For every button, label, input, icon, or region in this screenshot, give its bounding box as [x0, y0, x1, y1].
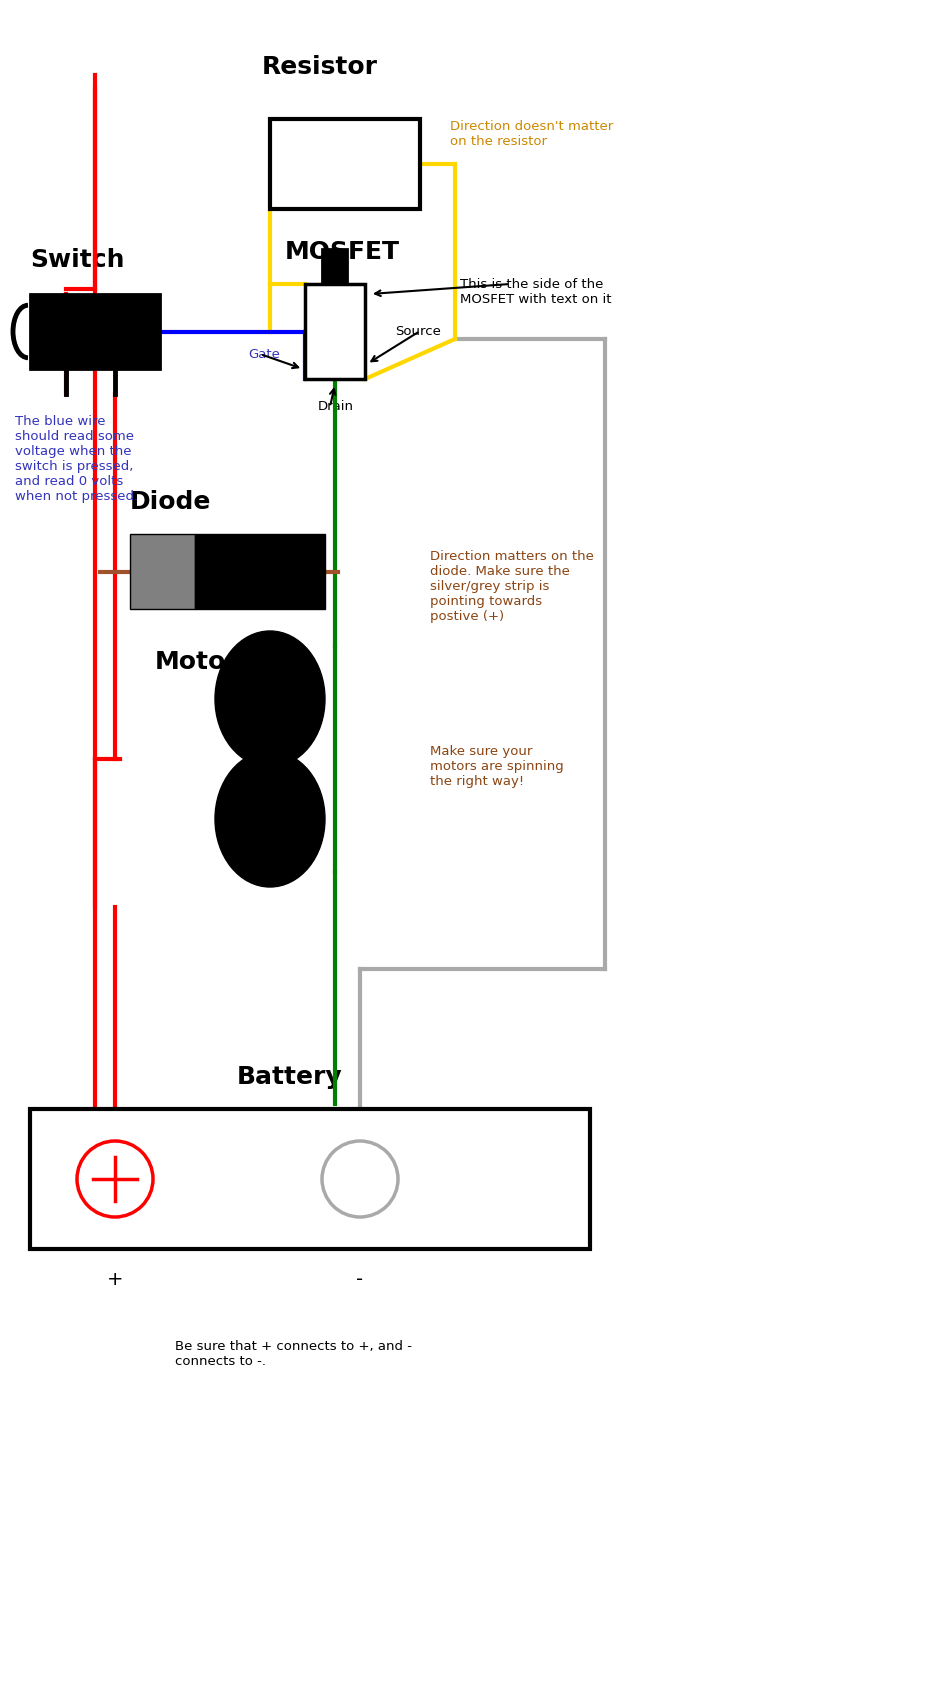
Bar — [195, 534, 325, 609]
Text: Motors: Motors — [155, 650, 253, 674]
Text: Be sure that + connects to +, and -
connects to -.: Be sure that + connects to +, and - conn… — [175, 1340, 412, 1367]
Text: Resistor: Resistor — [262, 55, 378, 79]
Bar — [322, 249, 347, 285]
Text: Make sure your
motors are spinning
the right way!: Make sure your motors are spinning the r… — [430, 744, 564, 787]
Text: MOSFET: MOSFET — [285, 241, 400, 265]
Circle shape — [322, 1142, 398, 1217]
Bar — [305, 285, 365, 379]
Ellipse shape — [215, 632, 325, 768]
Text: Source: Source — [395, 324, 441, 338]
Bar — [30, 1110, 590, 1250]
Text: This is the side of the
MOSFET with text on it: This is the side of the MOSFET with text… — [460, 278, 611, 306]
Text: The blue wire
should read some
voltage when the
switch is pressed,
and read 0 vo: The blue wire should read some voltage w… — [15, 415, 138, 502]
Ellipse shape — [215, 751, 325, 888]
Bar — [270, 119, 420, 210]
Text: Gate: Gate — [248, 348, 280, 360]
Text: Diode: Diode — [130, 490, 211, 514]
Text: Battery: Battery — [237, 1065, 343, 1089]
Text: Switch: Switch — [30, 248, 125, 271]
Text: Drain: Drain — [318, 399, 354, 413]
Circle shape — [77, 1142, 153, 1217]
Text: Direction matters on the
diode. Make sure the
silver/grey strip is
pointing towa: Direction matters on the diode. Make sur… — [430, 550, 594, 623]
Text: +: + — [107, 1270, 123, 1289]
Bar — [30, 295, 160, 370]
Bar — [130, 534, 195, 609]
Text: Direction doesn't matter
on the resistor: Direction doesn't matter on the resistor — [450, 119, 613, 149]
Text: -: - — [356, 1270, 364, 1289]
